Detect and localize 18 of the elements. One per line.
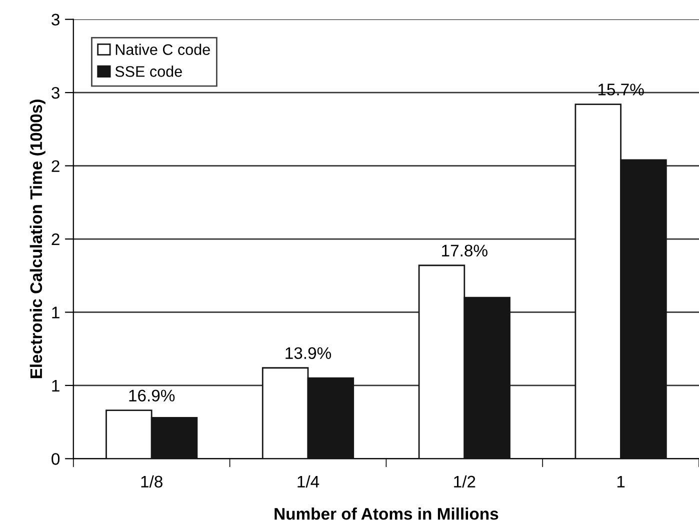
legend-label: Native C code: [116, 44, 210, 56]
x-tick-label: 1: [617, 476, 625, 488]
x-tick-label: 1/8: [141, 475, 162, 488]
x-axis-title: Number of Atoms in Millions: [274, 508, 498, 520]
annotation: 16.9%: [129, 390, 175, 402]
y-axis-title: Electronic Calculation Time (1000s): [30, 100, 46, 378]
x-tick-label: 1/2: [454, 475, 476, 488]
y-tick-label: 1: [52, 380, 60, 392]
legend-label: SSE code: [115, 66, 182, 77]
y-tick-label: 3: [52, 14, 60, 26]
y-tick-label: 2: [52, 160, 60, 172]
annotation: 17.8%: [442, 244, 488, 257]
y-tick-label: 3: [52, 86, 60, 99]
y-tick-label: 0: [52, 453, 60, 465]
annotation: 13.9%: [286, 347, 332, 360]
y-tick-label: 1: [52, 306, 60, 318]
y-tick-label: 2: [52, 233, 60, 246]
x-tick-label: 1/4: [298, 475, 320, 488]
